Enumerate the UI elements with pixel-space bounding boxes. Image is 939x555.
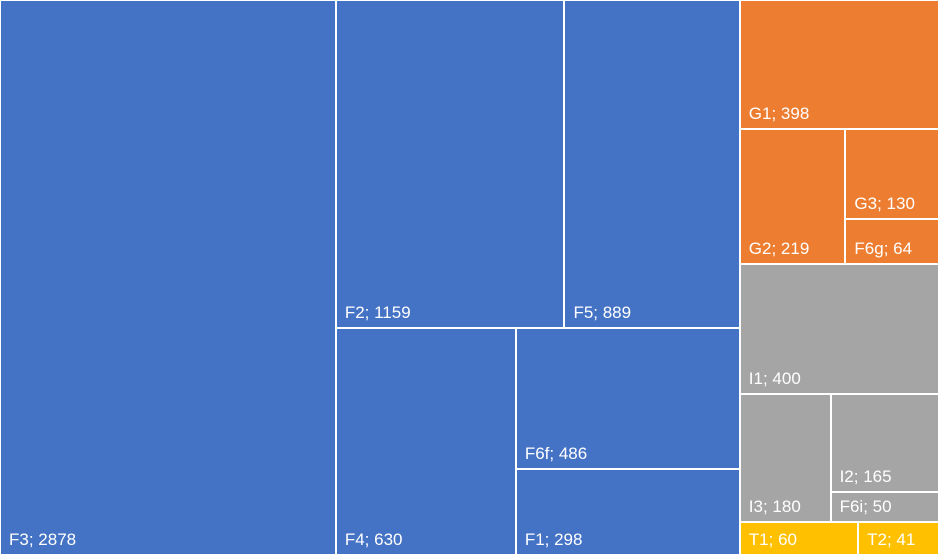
treemap-cell: G3; 130 [845,129,939,220]
cell-label: F6g; 64 [854,238,913,258]
treemap-cell: F2; 1159 [335,0,565,329]
treemap-cell: F6f; 486 [515,328,740,469]
treemap-cell: F6i; 50 [830,492,939,523]
cell-label: F2; 1159 [344,303,411,323]
cell-label: I1; 400 [748,368,801,388]
treemap-cell: G1; 398 [739,0,939,130]
cell-label: I3; 180 [748,497,801,517]
cell-label: G2; 219 [748,238,810,258]
treemap-cell: I2; 165 [830,393,939,493]
treemap-cell: T1; 60 [739,522,859,555]
treemap-cell: I3; 180 [739,393,831,523]
cell-label: F6f; 486 [524,443,588,463]
treemap-cell: T2; 41 [858,522,939,555]
treemap-cell: F5; 889 [564,0,740,329]
cell-label: F4; 630 [344,529,403,549]
cell-label: F1; 298 [524,529,583,549]
treemap-cell: F3; 2878 [0,0,336,555]
treemap-cell: F1; 298 [515,468,740,555]
cell-label: T2; 41 [867,529,916,549]
cell-label: T1; 60 [748,529,797,549]
cell-label: F6i; 50 [839,497,892,517]
cell-label: F5; 889 [573,303,632,323]
cell-label: G1; 398 [748,104,810,124]
treemap-cell: I1; 400 [739,263,939,394]
treemap-cell: G2; 219 [739,129,846,264]
cell-label: G3; 130 [854,194,915,214]
cell-label: F3; 2878 [9,530,77,549]
cell-label: I2; 165 [839,467,892,487]
treemap-cell: F4; 630 [335,328,516,555]
treemap-cell: F6g; 64 [845,219,939,264]
